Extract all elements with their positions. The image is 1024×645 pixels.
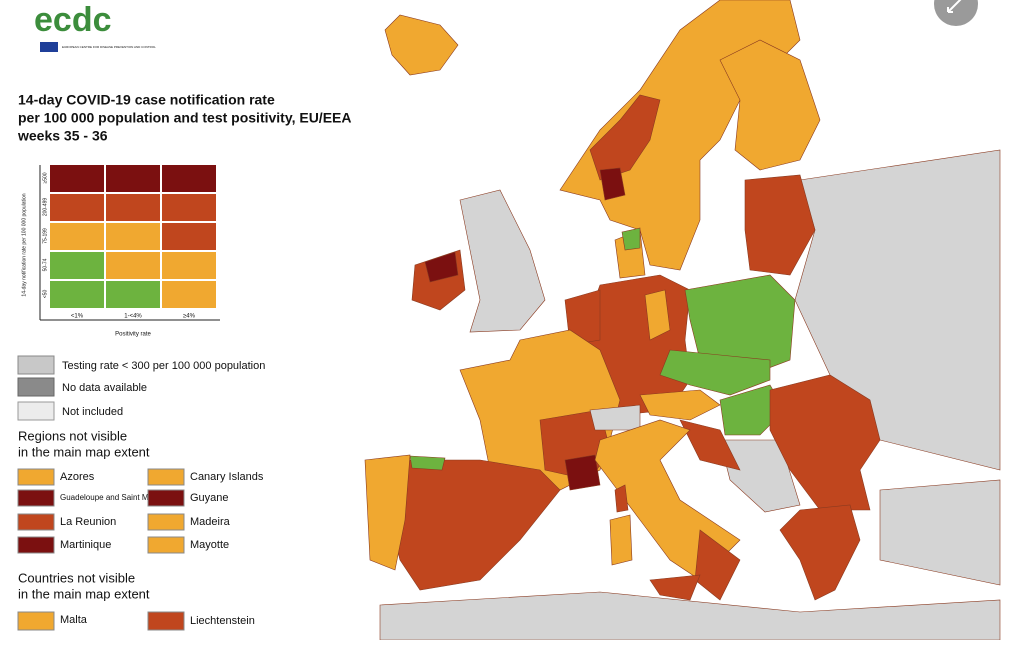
cell [162,252,216,279]
cell [106,281,160,308]
region [769,374,881,511]
swatch [147,468,185,486]
cell [162,223,216,250]
region-label: Mayotte [190,539,229,551]
matrix: 14-day notification rate per 100 000 pop… [21,165,220,338]
col-label: ≥4% [183,314,196,320]
region [614,484,629,513]
region [649,574,701,601]
row-label: 75-199 [42,228,48,244]
cell [50,223,104,250]
region [564,289,601,346]
region [364,454,411,571]
region-label: Guadeloupe and Saint Martin [60,493,164,502]
swatch [17,489,55,507]
logo: ecdc [34,1,112,39]
row-label: <50 [42,290,48,299]
region-label: Azores [60,471,95,483]
cell [162,165,216,192]
cell [106,194,160,221]
region-label: Canary Islands [190,471,264,483]
row-label: 200-499 [42,198,48,217]
region [389,459,561,591]
swatch [147,536,185,554]
swatch [17,611,55,631]
region [779,504,861,601]
swatch [17,377,55,397]
region [719,39,821,171]
legend-label: No data available [62,382,147,394]
cell [106,223,160,250]
expand-icon [947,0,962,13]
map [364,0,1001,641]
title: 14-day COVID-19 case notification rate [18,92,275,108]
land-grey [719,439,801,513]
cell [162,194,216,221]
matrix-x-label: Positivity rate [115,332,151,338]
logo-subtitle: EUROPEAN CENTRE FOR DISEASE PREVENTION A… [62,45,156,49]
section-heading: Countries not visible [18,570,135,585]
region-label: La Reunion [60,516,116,528]
cell [106,165,160,192]
region [609,514,633,566]
eu-flag [40,42,58,52]
title: weeks 35 - 36 [17,128,108,144]
region [599,167,626,201]
matrix-y-label: 14-day notification rate per 100 000 pop… [21,193,27,296]
region [744,174,816,276]
col-label: 1-<4% [124,314,142,320]
cell [162,281,216,308]
title: per 100 000 population and test positivi… [18,110,351,126]
swatch [147,489,185,507]
section-heading: in the main map extent [18,444,150,459]
cell [106,252,160,279]
col-label: <1% [71,314,84,320]
swatch [147,611,185,631]
land-grey [879,479,1001,586]
cell [50,165,104,192]
cell [50,252,104,279]
swatch [17,468,55,486]
country-label: Liechtenstein [190,615,255,627]
row-label: 50-74 [42,258,48,271]
region [694,529,741,601]
region [679,419,741,471]
expand-button[interactable] [934,0,978,26]
region-label: Martinique [60,539,111,551]
cell [50,281,104,308]
region [644,289,671,341]
region-label: Madeira [190,516,231,528]
region [659,349,771,396]
swatch [17,355,55,375]
swatch [17,536,55,554]
legend-label: Not included [62,406,123,418]
section-heading: Regions not visible [18,428,127,443]
swatch [147,513,185,531]
region [564,454,601,491]
swatch [17,401,55,421]
cell [50,194,104,221]
legend-label: Testing rate < 300 per 100 000 populatio… [62,360,265,372]
region [409,455,446,471]
region [424,251,459,283]
region [621,227,641,251]
region [384,14,459,76]
region-label: Guyane [190,492,229,504]
row-label: ≥500 [42,172,48,183]
land-grey [459,189,546,333]
section-heading: in the main map extent [18,586,150,601]
region [639,389,721,421]
country-label: Malta [60,614,88,626]
swatch [17,513,55,531]
